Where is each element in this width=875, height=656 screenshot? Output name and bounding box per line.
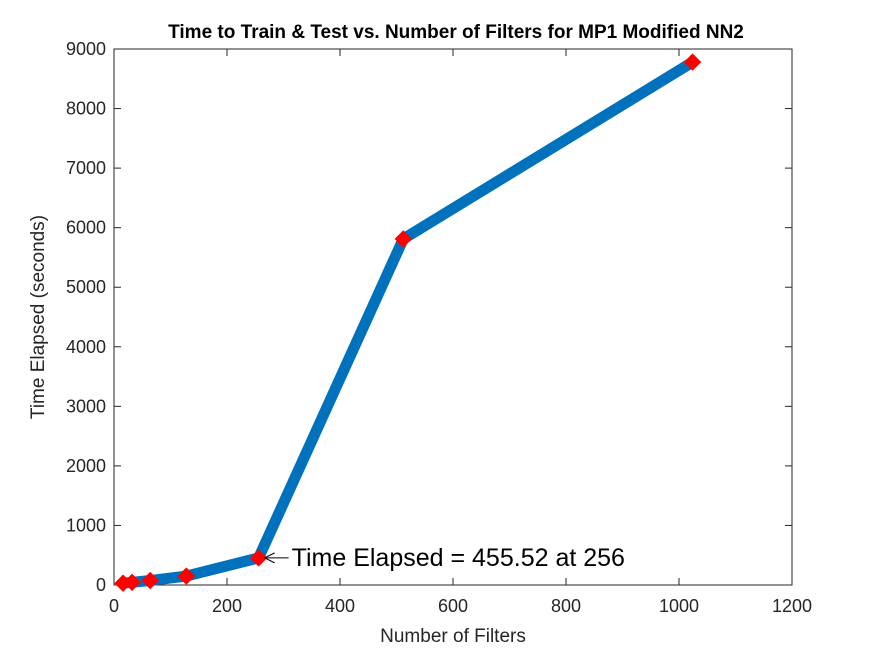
data-point-marker	[249, 549, 268, 567]
y-tick-label: 8000	[66, 99, 106, 119]
annotation-arrowhead	[263, 552, 275, 564]
chart-title: Time to Train & Test vs. Number of Filte…	[168, 22, 744, 43]
x-tick-label: 0	[109, 596, 119, 616]
y-tick-label: 1000	[66, 515, 106, 535]
y-tick-label: 0	[96, 575, 106, 595]
y-tick-label: 6000	[66, 218, 106, 238]
x-tick-label: 800	[551, 596, 581, 616]
x-tick-label: 1200	[772, 596, 812, 616]
y-tick-label: 5000	[66, 277, 106, 297]
plot-area: Time Elapsed = 455.52 at 256	[114, 53, 702, 592]
y-tick-label: 3000	[66, 396, 106, 416]
data-point-marker	[394, 230, 412, 248]
data-point-marker	[683, 53, 702, 71]
data-point-marker	[177, 567, 196, 585]
axes-box	[113, 48, 793, 586]
x-tick-label: 600	[438, 596, 468, 616]
axis-ticks: 0 200 400 600 800 1000 1200 0 1000 2000 3000 4000 50…	[66, 39, 812, 616]
data-point-marker	[123, 573, 141, 592]
y-tick-label: 9000	[66, 39, 106, 59]
annotation-label: Time Elapsed = 455.52 at 256	[292, 544, 625, 572]
x-tick-label: 200	[212, 596, 242, 616]
x-tick-label: 400	[325, 596, 355, 616]
data-point-marker	[141, 571, 159, 590]
y-tick-label: 4000	[66, 337, 106, 357]
y-tick-label: 2000	[66, 456, 106, 476]
x-tick-label: 1000	[659, 596, 699, 616]
y-axis-label: Time Elapsed (seconds)	[28, 215, 49, 419]
x-axis-label: Number of Filters	[380, 626, 526, 647]
y-tick-label: 7000	[66, 158, 106, 178]
